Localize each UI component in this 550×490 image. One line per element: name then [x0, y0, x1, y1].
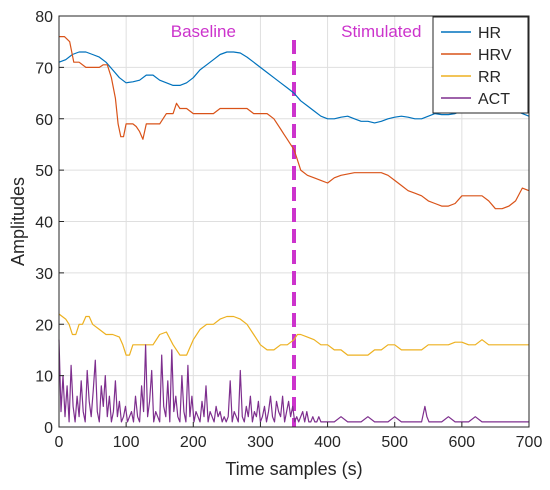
axis-ticks: 0 100 200 300 400 500 600 700 0 10 20 30 40 50 60 70 80 — [35, 9, 542, 451]
legend-label-rr: RR — [478, 69, 501, 86]
x-tick-label: 400 — [314, 434, 341, 451]
y-tick-label: 30 — [35, 266, 53, 283]
x-tick-label: 600 — [449, 434, 476, 451]
series-line-act — [58, 339, 529, 423]
y-tick-label: 50 — [35, 163, 53, 180]
legend-label-hrv: HRV — [478, 47, 512, 64]
legend-box — [432, 16, 529, 114]
y-tick-label: 60 — [35, 112, 53, 129]
x-axis-label: Time samples (s) — [225, 459, 362, 479]
y-tick-label: 0 — [44, 420, 53, 437]
y-tick-label: 10 — [35, 369, 53, 386]
legend-label-hr: HR — [478, 25, 501, 42]
x-tick-label: 100 — [113, 434, 140, 451]
x-tick-label: 0 — [55, 434, 64, 451]
series-lines — [58, 35, 530, 423]
series-line-hr — [58, 51, 530, 124]
x-tick-label: 300 — [247, 434, 274, 451]
x-tick-label: 700 — [516, 434, 543, 451]
phase-label-baseline: Baseline — [171, 22, 236, 41]
y-tick-label: 20 — [35, 317, 53, 334]
y-tick-label: 80 — [35, 9, 53, 26]
series-line-hrv — [59, 35, 530, 210]
legend-label-act: ACT — [478, 91, 510, 108]
x-tick-label: 200 — [180, 434, 207, 451]
y-axis-label: Amplitudes — [8, 177, 28, 266]
phase-label-stimulated: Stimulated — [341, 22, 421, 41]
legend: HR HRV RR ACT — [432, 16, 529, 114]
series-line-rr — [58, 313, 529, 356]
x-tick-label: 500 — [381, 434, 408, 451]
y-tick-label: 40 — [35, 215, 53, 232]
y-tick-label: 70 — [35, 60, 53, 77]
